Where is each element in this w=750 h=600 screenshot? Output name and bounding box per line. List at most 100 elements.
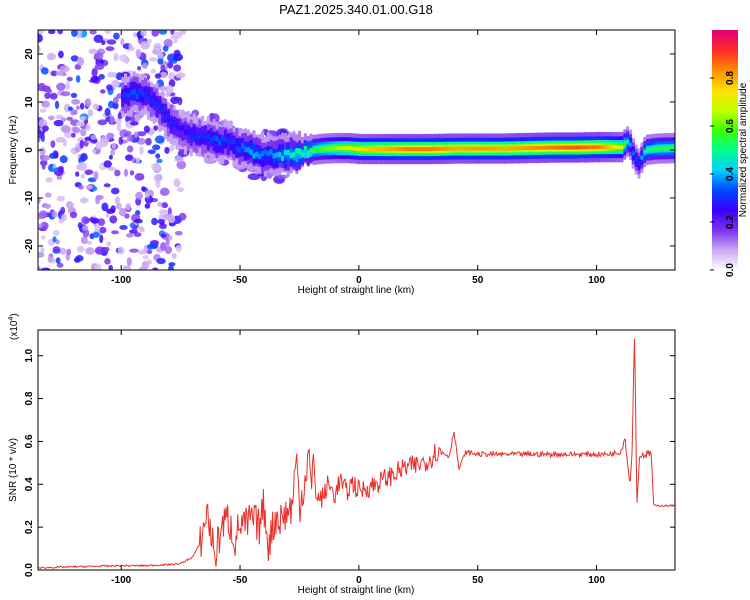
noise-speckle (101, 202, 109, 212)
ridge-cell (454, 146, 459, 151)
ridge-cell (238, 147, 242, 153)
noise-speckle (94, 224, 100, 233)
ridge-cell (506, 146, 510, 151)
noise-speckle (76, 121, 85, 127)
noise-speckle (111, 143, 116, 149)
noise-speckle (57, 30, 63, 35)
snr-xlabel: Height of straight line (km) (298, 585, 415, 596)
figure-title: PAZ1.2025.340.01.00.G18 (279, 2, 433, 17)
noise-speckle (164, 146, 170, 154)
noise-speckle (38, 252, 45, 258)
ridge-cell (309, 148, 313, 153)
noise-speckle (58, 50, 64, 59)
noise-speckle (152, 144, 161, 151)
noise-speckle (42, 125, 49, 132)
ridge-cell (483, 146, 487, 151)
ridge-cell (417, 146, 421, 152)
ridge-cell (668, 146, 672, 151)
noise-speckle (129, 170, 135, 176)
noise-speckle (98, 73, 105, 80)
ridge-cell (340, 145, 344, 151)
noise-speckle (49, 152, 56, 159)
ridge-cell (149, 97, 153, 103)
noise-speckle (108, 265, 113, 270)
ridge-cell (386, 146, 390, 152)
ridge-cell (554, 145, 558, 150)
noise-speckle (125, 233, 134, 238)
snr-scale-label: (x104) (8, 313, 20, 340)
noise-speckle (168, 264, 174, 270)
noise-speckle (110, 205, 116, 214)
ridge-cell (158, 103, 162, 110)
noise-speckle (159, 187, 170, 196)
noise-speckle (93, 171, 99, 180)
noise-speckle (115, 118, 122, 125)
noise-speckle (47, 115, 55, 121)
noise-speckle (65, 81, 70, 91)
ridge-cell (589, 145, 593, 150)
noise-speckle (76, 57, 85, 66)
noise-speckle (153, 43, 162, 51)
ridge-cell (366, 146, 370, 152)
noise-speckle (111, 230, 119, 235)
ridge-cell (546, 145, 550, 150)
noise-speckle (151, 217, 158, 226)
ridge-cell (489, 146, 493, 151)
noise-speckle (108, 154, 113, 160)
noise-speckle (157, 57, 164, 65)
ridge-cell (603, 145, 607, 150)
noise-speckle (87, 177, 97, 183)
y-tick-label: 0.4 (24, 477, 35, 491)
noise-speckle (41, 267, 51, 270)
noise-speckle (66, 76, 73, 82)
noise-speckle (99, 226, 107, 234)
noise-speckle (141, 186, 146, 191)
snr-series-line (38, 338, 675, 570)
noise-speckle (149, 239, 160, 246)
noise-speckle (174, 155, 184, 163)
ridge-cell (206, 133, 210, 140)
ridge-cell (272, 153, 276, 159)
noise-speckle (113, 96, 119, 104)
ridge-cell (549, 145, 553, 150)
noise-speckle (135, 48, 142, 58)
ridge-cell (563, 145, 567, 150)
ridge-cell (594, 145, 598, 150)
noise-speckle (104, 258, 111, 265)
noise-speckle (71, 30, 78, 37)
noise-speckle (158, 209, 168, 215)
noise-speckle (97, 218, 106, 227)
noise-speckle (150, 68, 157, 74)
ridge-cell (517, 146, 521, 151)
noise-speckle (69, 211, 78, 219)
x-tick-label: -100 (111, 575, 131, 586)
noise-speckle (125, 154, 134, 161)
ridge-cell (477, 146, 481, 151)
ridge-cell (577, 145, 581, 150)
ridge-cell (420, 146, 424, 152)
noise-speckle (146, 249, 153, 254)
noise-speckle (55, 114, 64, 120)
noise-speckle (105, 213, 110, 218)
ridge-cell (195, 133, 199, 140)
noise-speckle (55, 257, 61, 264)
ridge-cell (164, 114, 168, 121)
noise-speckle (158, 223, 168, 230)
ridge-cell (175, 123, 179, 129)
noise-speckle (140, 30, 148, 37)
noise-speckle (141, 260, 150, 270)
noise-speckle (133, 232, 142, 238)
noise-speckle (55, 239, 60, 245)
noise-speckle (134, 173, 145, 181)
x-tick-label: 50 (472, 275, 484, 286)
ridge-cell (440, 146, 444, 151)
noise-speckle (95, 196, 100, 205)
colorbar-ticks: 0.0 0.2 0.4 0.6 0.8 (710, 71, 736, 277)
noise-speckle (39, 160, 48, 166)
ridge-cell (511, 146, 516, 151)
noise-speckle (94, 52, 104, 60)
noise-speckle (38, 119, 48, 128)
ridge-cell (611, 145, 615, 150)
noise-speckle (104, 107, 111, 117)
